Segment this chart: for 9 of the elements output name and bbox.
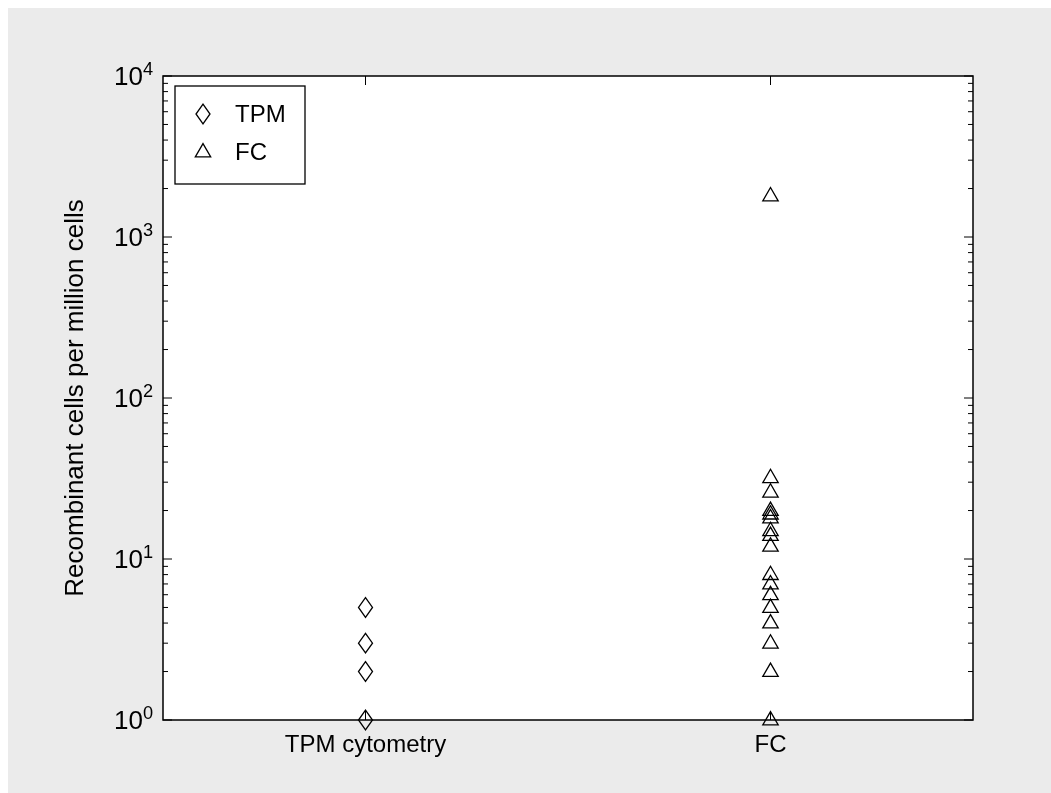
x-tick-label: TPM cytometry	[284, 730, 447, 757]
y-tick-label: 10$^{3}$	[113, 220, 153, 252]
y-tick-label: 10$^{4}$	[113, 59, 153, 91]
y-tick-label: 10$^{1}$	[113, 542, 153, 574]
y-tick-label: 10$^{2}$	[113, 381, 153, 413]
y-tick-label: 10$^{0}$	[113, 703, 153, 735]
legend-label: FC	[235, 138, 267, 165]
legend-label: TPM	[235, 100, 286, 127]
y-axis-title: Recombinant cells per million cells	[59, 199, 89, 597]
